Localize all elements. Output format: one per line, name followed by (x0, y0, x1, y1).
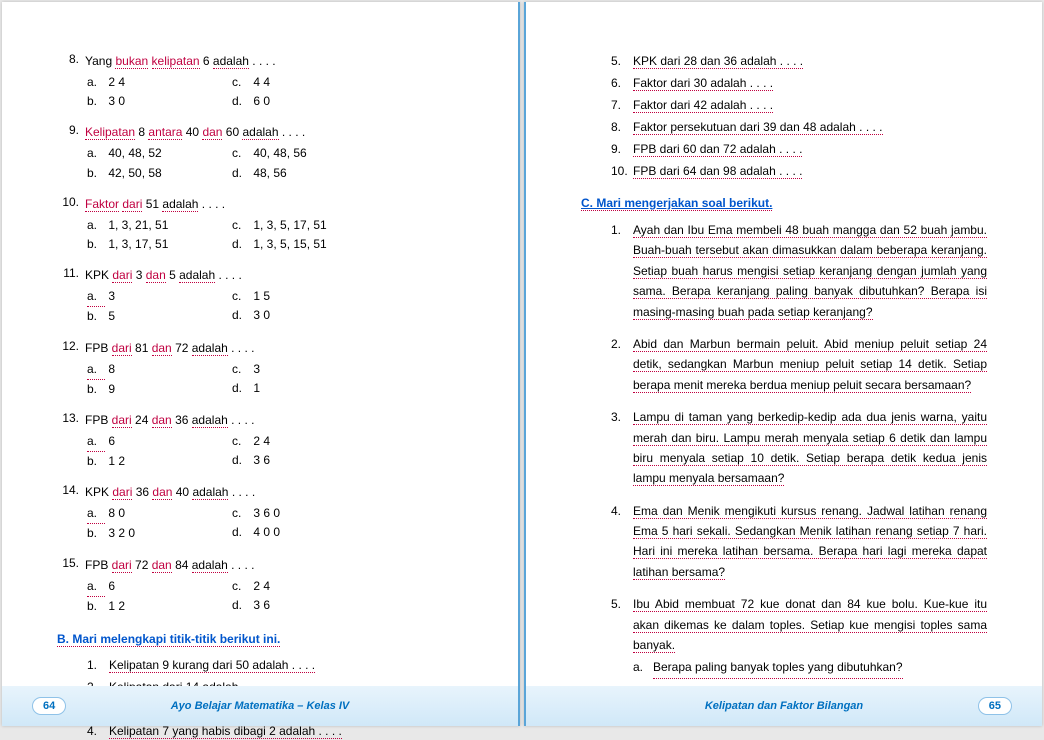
choice-d: d. 6 0 (232, 92, 377, 111)
multichoice-block: 8. Yang bukan kelipatan 6 adalah . . . .… (57, 52, 463, 616)
question-11: 11. KPK dari 3 dan 5 adalah . . . . a. 3… (57, 266, 463, 326)
section-b-heading: B. Mari melengkapi titik-titik berikut i… (57, 632, 463, 646)
question-9: 9. Kelipatan 8 antara 40 dan 60 adalah .… (57, 123, 463, 182)
footer-title: Ayo Belajar Matematika – Kelas IV (171, 700, 350, 712)
fill-block-b2: 5.KPK dari 28 dan 36 adalah . . . . 6.Fa… (581, 52, 987, 180)
problem-3: 3.Lampu di taman yang berkedip-kedip ada… (611, 407, 987, 489)
fill-7: 7.Faktor dari 42 adalah . . . . (611, 96, 987, 114)
fill-8: 8.Faktor persekutuan dari 39 dan 48 adal… (611, 118, 987, 136)
fill-5: 5.KPK dari 28 dan 36 adalah . . . . (611, 52, 987, 70)
footer-title: Kelipatan dan Faktor Bilangan (705, 700, 863, 712)
q-stem: Yang bukan kelipatan 6 adalah . . . . (85, 52, 463, 70)
fill-6: 6.Faktor dari 30 adalah . . . . (611, 74, 987, 92)
fill-1: 1.Kelipatan 9 kurang dari 50 adalah . . … (87, 656, 463, 674)
problem-4: 4.Ema dan Menik mengikuti kursus renang.… (611, 501, 987, 583)
fill-10: 10.FPB dari 64 dan 98 adalah . . . . (611, 162, 987, 180)
fill-9: 9.FPB dari 60 dan 72 adalah . . . . (611, 140, 987, 158)
q-number: 8. (57, 52, 85, 66)
question-10: 10. Faktor dari 51 adalah . . . . a. 1, … (57, 195, 463, 254)
page-footer-left: 64 Ayo Belajar Matematika – Kelas IV (2, 686, 518, 726)
choice-b: b. 3 0 (87, 92, 232, 111)
page-number: 65 (978, 697, 1012, 715)
problem-1: 1.Ayah dan Ibu Ema membeli 48 buah mangg… (611, 220, 987, 322)
choice-c: c. 4 4 (232, 73, 377, 92)
page-footer-right: Kelipatan dan Faktor Bilangan 65 (526, 686, 1042, 726)
section-c-heading: C. Mari mengerjakan soal berikut. (581, 196, 987, 210)
problems-block: 1.Ayah dan Ibu Ema membeli 48 buah mangg… (581, 220, 987, 702)
problem-2: 2.Abid dan Marbun bermain peluit. Abid m… (611, 334, 987, 395)
question-8: 8. Yang bukan kelipatan 6 adalah . . . .… (57, 52, 463, 111)
page-number: 64 (32, 697, 66, 715)
question-14: 14. KPK dari 36 dan 40 adalah . . . . a.… (57, 483, 463, 543)
question-12: 12. FPB dari 81 dan 72 adalah . . . . a.… (57, 339, 463, 399)
page-right: 5.KPK dari 28 dan 36 adalah . . . . 6.Fa… (524, 2, 1042, 726)
question-15: 15. FPB dari 72 dan 84 adalah . . . . a.… (57, 556, 463, 616)
choice-a: a. 2 4 (87, 73, 232, 92)
question-13: 13. FPB dari 24 dan 36 adalah . . . . a.… (57, 411, 463, 471)
page-left: 8. Yang bukan kelipatan 6 adalah . . . .… (2, 2, 520, 726)
